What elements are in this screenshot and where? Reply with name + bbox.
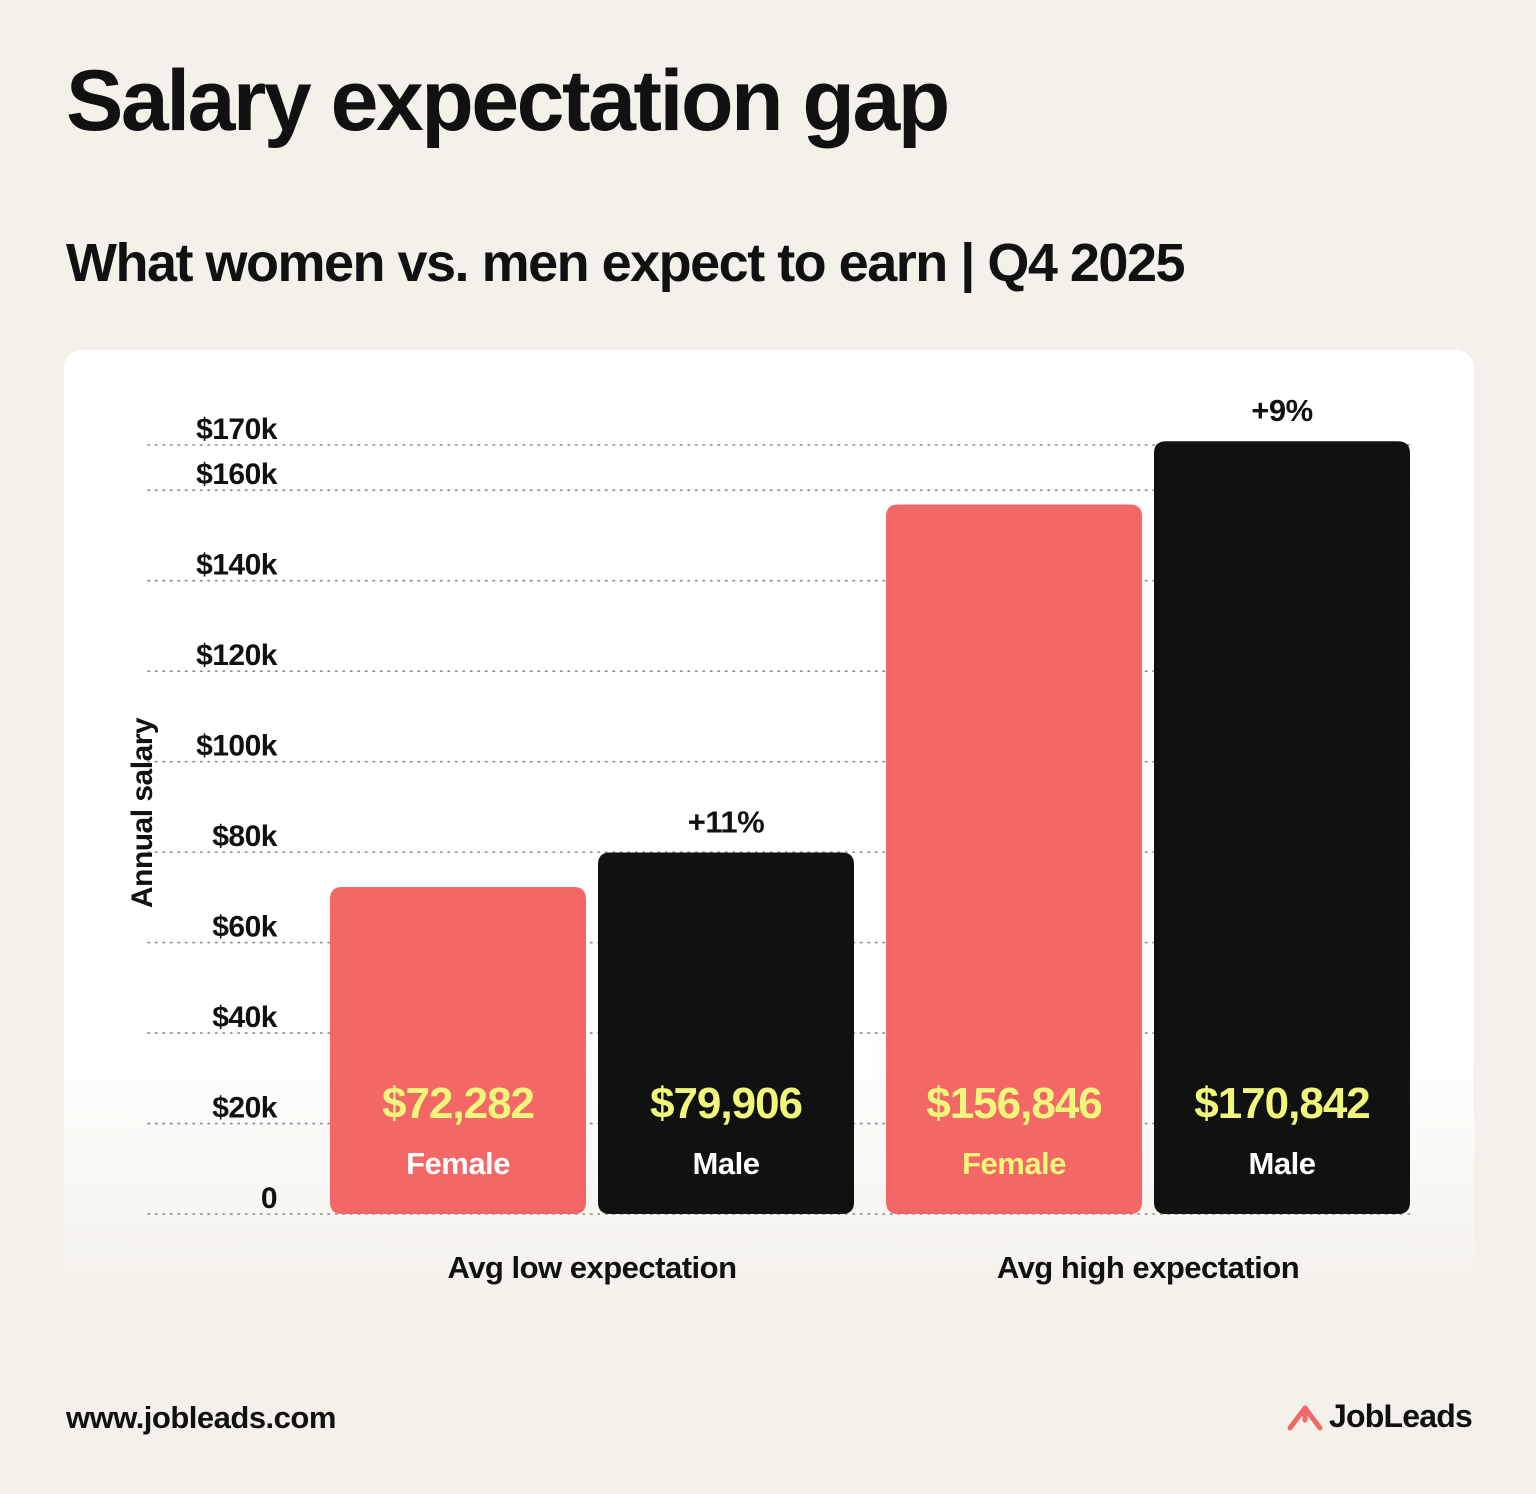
y-tick-label: $80k — [212, 820, 278, 853]
bar-series-label: Male — [693, 1146, 760, 1181]
jobleads-logo[interactable]: JobLeads — [1287, 1398, 1473, 1435]
bar-female — [886, 504, 1142, 1214]
page-subtitle: What women vs. men expect to earn | Q4 2… — [66, 233, 1186, 293]
bar-value-label: $170,842 — [1194, 1079, 1370, 1128]
bar-series-label: Male — [1249, 1146, 1316, 1181]
y-tick-label: $60k — [212, 911, 278, 944]
y-tick-label: $160k — [196, 458, 278, 491]
x-category-label: Avg high expectation — [997, 1250, 1299, 1285]
y-tick-label: $100k — [196, 730, 278, 763]
bar-value-label: $79,906 — [650, 1079, 802, 1128]
bar-series-label: Female — [962, 1146, 1066, 1181]
y-tick-label: 0 — [261, 1182, 277, 1215]
y-tick-label: $40k — [212, 1001, 278, 1034]
bar-value-label: $156,846 — [926, 1079, 1102, 1128]
y-tick-label: $170k — [196, 413, 278, 446]
bar-annotation: +9% — [1251, 393, 1312, 428]
bar-male — [1154, 441, 1410, 1215]
bar-female — [330, 887, 586, 1214]
bar-value-label: $72,282 — [382, 1079, 534, 1128]
y-tick-label: $20k — [212, 1092, 278, 1125]
x-category-label: Avg low expectation — [447, 1250, 736, 1285]
bar-series-label: Female — [406, 1146, 510, 1181]
bar-annotation: +11% — [688, 805, 764, 840]
y-axis-title: Annual salary — [126, 717, 159, 908]
bar-male — [598, 852, 854, 1214]
y-tick-label: $120k — [196, 639, 278, 672]
jobleads-logo-icon — [1287, 1405, 1323, 1430]
footer-url[interactable]: www.jobleads.com — [66, 1400, 336, 1435]
logo-text: JobLeads — [1329, 1398, 1473, 1434]
page-title: Salary expectation gap — [66, 53, 950, 149]
y-tick-label: $140k — [196, 549, 278, 582]
